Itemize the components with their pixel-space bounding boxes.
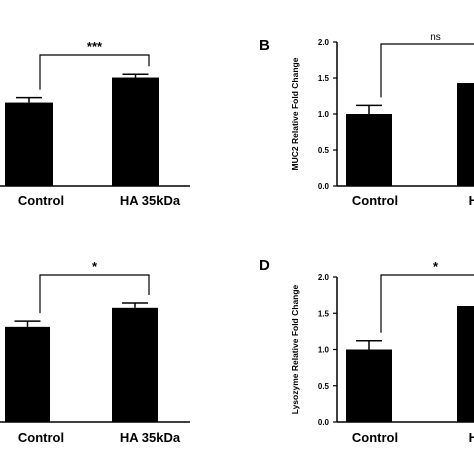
bar xyxy=(346,114,392,186)
chart-panel-2: B 0.0 0.5 1.0 1.5 2.0 MUC2 Relative Fold Chang… xyxy=(259,32,474,208)
significance-label: ns xyxy=(430,32,441,43)
y-tick-label: 1.5 xyxy=(318,309,330,318)
x-tick-label: HA xyxy=(469,193,474,208)
bar xyxy=(5,326,50,422)
y-axis-label: MUC2 Relative Fold Change xyxy=(290,57,300,170)
significance-bracket xyxy=(380,274,474,333)
panel-letter: D xyxy=(259,257,270,274)
x-tick-label: Control xyxy=(352,430,398,445)
bar xyxy=(112,77,159,186)
x-tick-label: HA 35kDa xyxy=(120,430,181,445)
x-tick-label: Control xyxy=(18,430,64,445)
x-tick-label: HA 35kDa xyxy=(120,193,181,208)
panel-letter: B xyxy=(259,37,270,54)
y-tick-label: 0.5 xyxy=(318,146,330,155)
y-tick-label: 2.0 xyxy=(318,38,330,47)
significance-bracket xyxy=(39,54,150,90)
significance-label: *** xyxy=(87,39,103,54)
bar xyxy=(346,349,392,422)
y-axis-label: Lysozyme Relative Fold Change xyxy=(290,284,300,414)
bar xyxy=(457,306,474,422)
chart-panel-3: Control HA 35kDa * xyxy=(0,259,190,445)
significance-bracket xyxy=(39,274,150,314)
x-tick-label: Control xyxy=(18,193,64,208)
chart-panel-4: D 0.0 0.5 1.0 1.5 2.0 Lysozyme Relative Fold C… xyxy=(259,257,474,445)
significance-label: * xyxy=(92,259,98,274)
chart-panel-1: Control HA 35kDa *** xyxy=(0,39,190,208)
significance-bracket xyxy=(380,43,474,98)
y-tick-label: 0.0 xyxy=(318,418,330,427)
bar xyxy=(457,83,474,186)
y-tick-label: 2.0 xyxy=(318,273,330,282)
bar xyxy=(5,102,53,186)
y-tick-label: 0.5 xyxy=(318,382,330,391)
y-tick-label: 1.0 xyxy=(318,346,330,355)
bar xyxy=(112,307,158,422)
x-tick-label: Control xyxy=(352,193,398,208)
x-tick-label: HA xyxy=(469,430,474,445)
y-tick-label: 0.0 xyxy=(318,182,330,191)
y-tick-label: 1.5 xyxy=(318,74,330,83)
significance-label: * xyxy=(433,259,439,274)
y-tick-label: 1.0 xyxy=(318,110,330,119)
